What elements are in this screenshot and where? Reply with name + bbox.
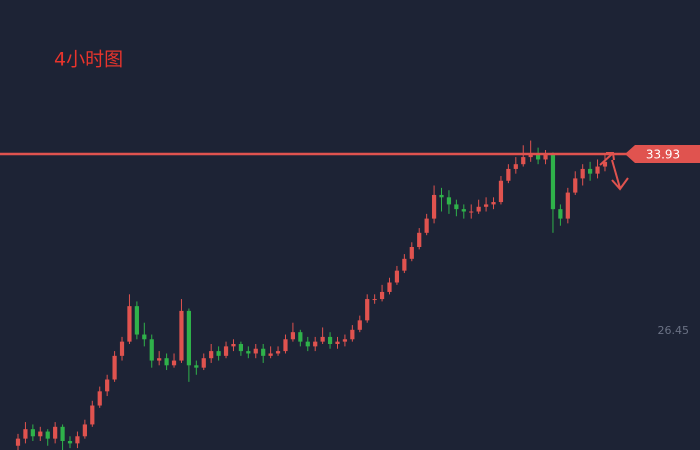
candle-body [573, 178, 578, 193]
candle-body [268, 353, 273, 356]
candle-body [82, 424, 87, 437]
candle-body [283, 339, 288, 352]
candle-body [231, 344, 236, 347]
candle-body [15, 438, 21, 446]
candle-body [350, 329, 355, 340]
candle-body [261, 348, 266, 356]
candle-body [186, 310, 191, 366]
candle-body [424, 218, 429, 233]
candle-body [23, 429, 28, 439]
candle-body [216, 351, 221, 356]
candle-body [253, 348, 258, 354]
candle-body [179, 310, 184, 361]
candle-body [97, 391, 102, 406]
arrow-down [611, 159, 629, 191]
candle-body [387, 282, 392, 292]
candle-body [305, 341, 310, 347]
candle-body [498, 180, 504, 203]
candle-body [335, 341, 340, 345]
chart-title: 4小时图 [54, 49, 123, 71]
candle-body [357, 320, 362, 330]
candle-body [149, 339, 154, 361]
candle-body [461, 209, 466, 212]
candle-body [402, 258, 407, 271]
candle-body [45, 431, 50, 439]
candle-body [134, 306, 139, 335]
candle-body [238, 344, 243, 352]
candle-body [454, 204, 459, 210]
candle-body [558, 209, 563, 219]
candle-body [528, 154, 533, 158]
candle-body [53, 426, 58, 439]
candle-body [417, 232, 422, 248]
candle-body [327, 336, 333, 345]
candle-body [119, 341, 125, 356]
candle-body [439, 194, 444, 198]
candle-body [476, 206, 481, 212]
candle-body [164, 358, 169, 366]
candle-body [506, 168, 511, 181]
candle-body [246, 351, 251, 354]
candle-body [342, 339, 348, 342]
candle-body [565, 192, 570, 219]
candle-body [157, 358, 162, 361]
candle-body [580, 168, 585, 179]
candle-body [365, 299, 370, 321]
candle-body [536, 154, 541, 160]
candle-body [394, 270, 400, 283]
arrow-annotation [599, 152, 629, 191]
candle-body [521, 157, 526, 165]
candle-body [298, 332, 303, 342]
candle-body [595, 166, 600, 174]
candle-body [90, 405, 95, 425]
candle-body [30, 429, 35, 437]
candle-body [38, 431, 43, 437]
candle-body [543, 154, 548, 160]
y-tick-label: 26.45 [658, 324, 690, 337]
candle-body [209, 351, 214, 359]
candle-body [446, 197, 452, 205]
price-tag-label: 33.93 [646, 148, 680, 162]
arrow-up [599, 152, 615, 166]
candle-body [588, 168, 593, 174]
candle-body [483, 204, 489, 207]
candle-body [112, 355, 117, 380]
candle-body [67, 441, 73, 444]
candle-body [491, 202, 496, 205]
candle-body [290, 332, 296, 340]
candle-body [105, 379, 110, 392]
candle-body [372, 299, 377, 301]
price-tag [625, 145, 700, 164]
candle-body [513, 164, 518, 169]
candle-body [223, 346, 229, 356]
candle-body [171, 360, 177, 366]
candle-body [75, 436, 80, 444]
candle-body [60, 426, 65, 442]
candle-body [602, 161, 608, 167]
candle-body [194, 365, 199, 368]
candle-body [409, 247, 414, 259]
candle-body [320, 336, 325, 342]
candle-body [431, 194, 437, 219]
candle-body [201, 358, 206, 368]
candle-body [275, 351, 281, 354]
candle-body [142, 334, 147, 340]
candle-body [379, 291, 385, 300]
candle-body [127, 306, 132, 342]
candle-body [313, 341, 318, 347]
candle-body [550, 154, 556, 210]
candle-body [469, 211, 474, 213]
